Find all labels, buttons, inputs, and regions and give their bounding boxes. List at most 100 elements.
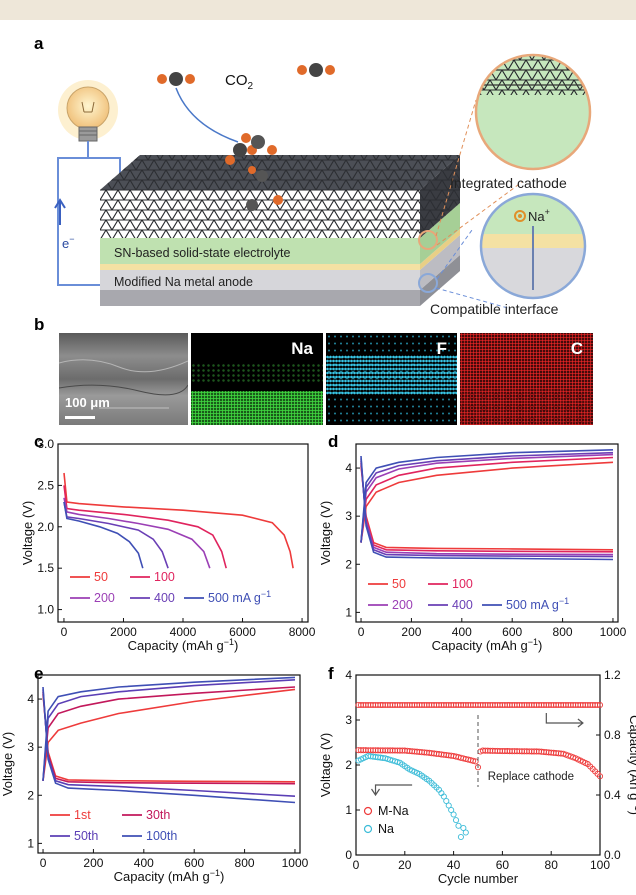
panel-label-f: f (328, 664, 334, 683)
x-tick-label: 800 (553, 625, 573, 639)
x-tick-label: 200 (401, 625, 421, 639)
y-tick-label: 1 (345, 803, 352, 817)
discharge-curve (360, 465, 614, 551)
charge-curve (360, 451, 614, 543)
y-tick-label: 3 (27, 740, 34, 754)
legend-label: 400 (154, 591, 175, 605)
legend-label: 30th (146, 808, 170, 822)
y2-tick-label: 0.4 (604, 788, 621, 802)
voltage-point (462, 829, 469, 836)
capacity-point (594, 701, 601, 709)
panel-label-b: b (34, 315, 45, 334)
series-line (63, 501, 144, 569)
right-axis-arrow (545, 713, 584, 728)
co2-path-arrow (175, 87, 239, 143)
y-tick-label: 2.0 (37, 520, 54, 534)
scale-bar-label: 100 μm (65, 395, 110, 410)
charge-curve (360, 461, 614, 543)
cathode-zoom-circle (474, 53, 592, 171)
charge-curve (360, 453, 614, 543)
annotation-replace-cathode: Replace cathode (488, 771, 574, 783)
x-tick-label: 600 (184, 856, 204, 870)
x-tick-label: 0 (353, 858, 360, 872)
discharge-curve (360, 455, 614, 561)
x-tick-label: 0 (358, 625, 365, 639)
co2-molecule-icon (297, 63, 335, 77)
svg-text:Na+: Na+ (528, 207, 550, 224)
eds-map-na: Na (191, 333, 323, 425)
voltage-point (448, 806, 455, 814)
cathode-label: Integrated cathode (450, 175, 567, 191)
y-tick-label: 4 (27, 692, 34, 706)
charge-curve (360, 449, 614, 543)
x-tick-label: 60 (496, 858, 510, 872)
voltage-point (457, 833, 464, 841)
x-tick-label: 4000 (170, 625, 197, 639)
y2-tick-label: 0.0 (604, 848, 621, 862)
co2-molecule-icon (157, 72, 195, 86)
cathode-marker (418, 230, 438, 250)
x-tick-label: 1000 (282, 856, 309, 870)
legend-label: 100 (154, 570, 175, 584)
x-axis-label: Capacity (mAh g−1) (114, 868, 225, 884)
y-tick-label: 4 (345, 669, 352, 682)
na-ion-label: Na (528, 209, 545, 224)
panel-label-e: e (34, 664, 44, 683)
legend-label: M-Na (378, 804, 409, 818)
eds-map-f: F (326, 333, 457, 425)
chart-d-rate-cycling: 0 200 400 600 800 1000 1 2 3 4 Capacity (mAh g−1) V… (318, 443, 627, 653)
legend-label: 1st (74, 808, 91, 822)
x-axis-label: Capacity (mAh g−1) (128, 637, 239, 653)
eds-label-na: Na (291, 339, 313, 358)
voltage-point (452, 817, 460, 824)
y-tick-label: 2 (345, 758, 352, 772)
legend-label: 200 (94, 591, 115, 605)
left-axis-arrow (371, 784, 413, 797)
legend-label: 400 (452, 598, 473, 612)
legend-label: 500 mA g−1 (506, 596, 569, 612)
y-tick-label: 1.5 (37, 561, 54, 575)
plot-frame (355, 443, 619, 623)
x-tick-label: 8000 (289, 625, 316, 639)
x-tick-label: 1000 (600, 625, 627, 639)
series-line (63, 472, 294, 569)
x-tick-label: 6000 (229, 625, 256, 639)
chart-c-rate-discharge: 0 2000 4000 6000 8000 1.0 1.5 2.0 2.5 3.0 Capacity… (20, 438, 316, 653)
voltage-point (450, 811, 457, 818)
y-tick-label: 1 (345, 605, 352, 619)
legend-marker (363, 806, 373, 816)
x-tick-label: 2000 (110, 625, 137, 639)
x-tick-label: 200 (83, 856, 103, 870)
legend-label: 500 mA g−1 (208, 589, 271, 605)
y-tick-label: 2 (345, 557, 352, 571)
series-line (63, 485, 227, 569)
series-line (63, 501, 169, 569)
x-tick-label: 400 (134, 856, 154, 870)
electron-label: e (62, 236, 69, 251)
eds-label-c: C (570, 339, 583, 358)
interface-label: Compatible interface (430, 301, 559, 317)
co2-label: CO (225, 72, 248, 89)
voltage-point (394, 758, 401, 766)
interface-marker (418, 273, 438, 293)
electron-arrow (54, 198, 66, 225)
y2-tick-label: 1.2 (604, 669, 621, 682)
y-tick-label: 4 (345, 461, 352, 475)
battery-schematic: e− SN-based solid-state electrolyte Modi… (54, 53, 592, 317)
x-tick-label: 800 (235, 856, 255, 870)
legend-label: 100 (452, 577, 473, 591)
y-axis-label: Voltage (V) (318, 501, 333, 565)
voltage-point (455, 822, 462, 829)
voltage-point (440, 793, 447, 800)
eds-map-c: C (460, 333, 593, 425)
plot-frame (37, 674, 301, 854)
discharge-curve (42, 686, 296, 804)
y-tick-label: 2.5 (37, 478, 54, 492)
legend-label: 200 (392, 598, 413, 612)
legend-label: 100th (146, 829, 177, 843)
chart-e-cycle-profiles: 0 200 400 600 800 1000 1 2 3 4 Capacity (mAh g−1) V… (0, 674, 309, 884)
discharge-curve (360, 458, 614, 558)
y-tick-label: 0 (345, 848, 352, 862)
y2-tick-label: 0.8 (604, 728, 621, 742)
svg-text:CO2: CO2 (225, 72, 254, 92)
